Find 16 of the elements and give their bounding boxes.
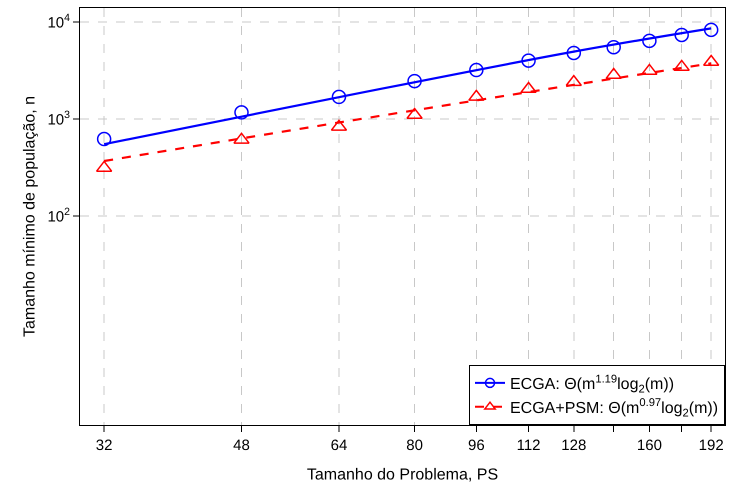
x-tick-label: 32 [96, 437, 112, 454]
x-tick-label: 160 [636, 437, 662, 454]
legend-label: ECGA: Θ(m$^{1.19}$log$_{2}$(m)) [510, 373, 674, 396]
x-tick-label: 96 [468, 437, 485, 454]
x-tick-label: 192 [698, 437, 724, 454]
x-tick-label: 64 [330, 437, 348, 454]
legend-label: ECGA+PSM: Θ(m$^{0.97}$log$_{2}$(m)) [510, 397, 718, 420]
y-tick-label: 10$^{2}$ [47, 206, 70, 226]
x-axis-title: Tamanho do Problema, PS [306, 466, 498, 484]
x-tick-label: 112 [516, 437, 541, 454]
y-axis-title: Tamanho mínimo de população, n [21, 96, 38, 338]
y-tick-label: 10$^{3}$ [47, 108, 70, 128]
y-tick-label: 10$^{4}$ [47, 12, 70, 32]
x-tick-label: 48 [233, 437, 250, 454]
x-tick-label: 80 [406, 437, 423, 454]
x-tick-label: 128 [561, 437, 586, 454]
